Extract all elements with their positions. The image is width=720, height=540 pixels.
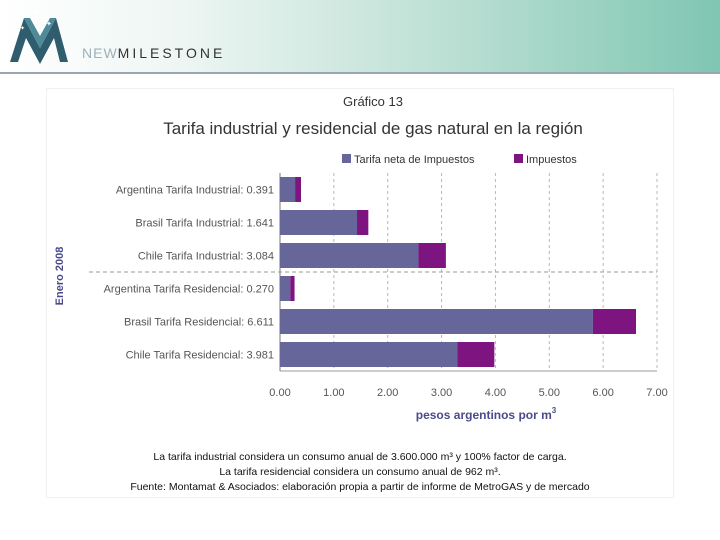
y-category-label: Argentina Tarifa Industrial: 0.391 — [116, 185, 274, 197]
bar-chart: Gráfico 13 Tarifa industrial y residenci… — [54, 94, 668, 422]
svg-text:✦: ✦ — [46, 20, 52, 28]
bar-net-of-taxes — [280, 342, 458, 367]
x-tick-label: 2.00 — [377, 387, 398, 399]
y-axis-title: Enero 2008 — [54, 247, 66, 306]
header-band: ✦ ✦ ✦ NEWMILESTONE — [0, 0, 720, 74]
x-tick-label: 6.00 — [592, 387, 613, 399]
bar-taxes — [457, 342, 495, 367]
bar-net-of-taxes — [280, 243, 419, 268]
footnote-residential: La tarifa residencial considera un consu… — [219, 466, 501, 478]
x-tick-label: 0.00 — [269, 387, 290, 399]
svg-text:✦: ✦ — [32, 8, 40, 19]
legend-label-tax: Impuestos — [526, 154, 577, 166]
brand-name: NEWMILESTONE — [82, 45, 226, 61]
milestone-logo-icon: ✦ ✦ ✦ — [10, 8, 68, 64]
bar-taxes — [295, 177, 302, 202]
legend-swatch-net — [342, 154, 351, 163]
x-tick-label: 1.00 — [323, 387, 344, 399]
bar-net-of-taxes — [280, 309, 593, 334]
chart-legend: Tarifa neta de Impuestos Impuestos — [342, 154, 577, 166]
header-divider — [0, 72, 720, 74]
bar-taxes — [357, 210, 369, 235]
x-axis-title: pesos argentinos por m3 — [416, 406, 557, 422]
chart-panel: Gráfico 13 Tarifa industrial y residenci… — [47, 89, 673, 497]
svg-text:✦: ✦ — [20, 25, 25, 32]
bar-taxes — [290, 276, 295, 301]
chart-title: Tarifa industrial y residencial de gas n… — [163, 119, 583, 138]
bar-taxes — [592, 309, 636, 334]
y-category-label: Brasil Tarifa Industrial: 1.641 — [135, 218, 274, 230]
bar-net-of-taxes — [280, 210, 358, 235]
legend-label-net: Tarifa neta de Impuestos — [354, 154, 475, 166]
footnote-industrial: La tarifa industrial considera un consum… — [153, 451, 567, 463]
legend-swatch-tax — [514, 154, 523, 163]
bar-net-of-taxes — [280, 276, 291, 301]
y-category-label: Chile Tarifa Residencial: 3.981 — [126, 350, 274, 362]
x-tick-label: 7.00 — [646, 387, 667, 399]
footnote-source: Fuente: Montamat & Asociados: elaboració… — [130, 481, 590, 493]
bar-net-of-taxes — [280, 177, 296, 202]
y-category-label: Brasil Tarifa Residencial: 6.611 — [124, 317, 274, 329]
x-tick-label: 4.00 — [485, 387, 506, 399]
chart-suptitle: Gráfico 13 — [343, 94, 403, 109]
bar-taxes — [418, 243, 446, 268]
y-category-label: Chile Tarifa Industrial: 3.084 — [138, 251, 274, 263]
x-tick-label: 5.00 — [539, 387, 560, 399]
x-tick-label: 3.00 — [431, 387, 452, 399]
y-category-label: Argentina Tarifa Residencial: 0.270 — [104, 284, 274, 296]
